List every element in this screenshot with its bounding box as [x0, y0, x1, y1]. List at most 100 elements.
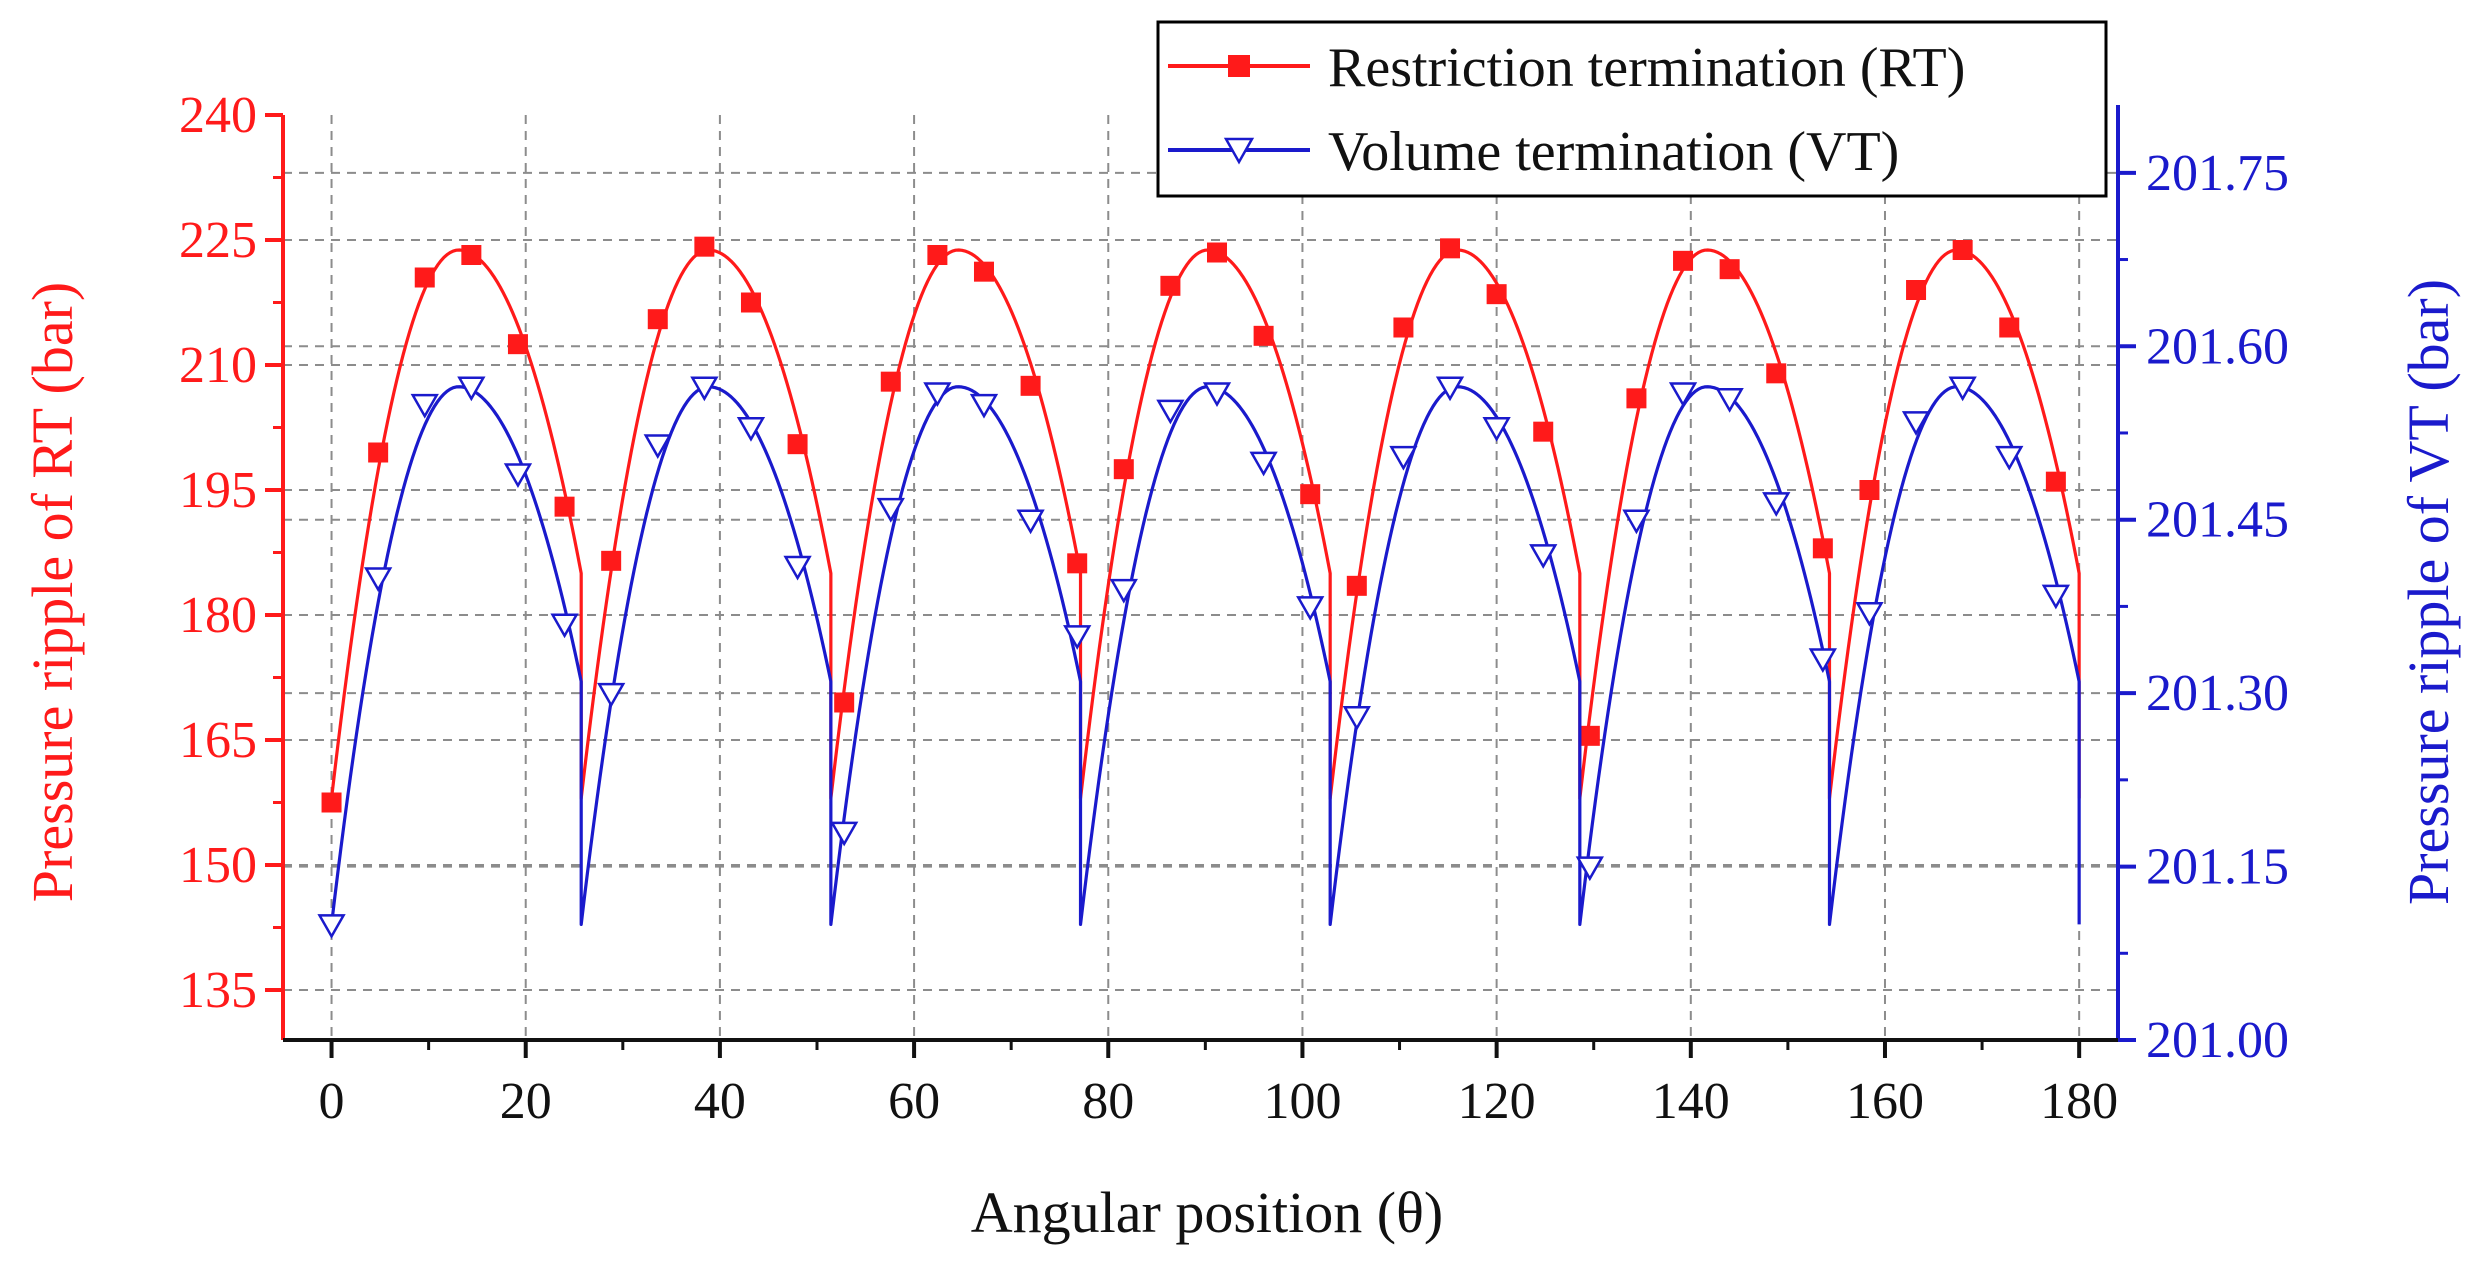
rt-marker: [1300, 484, 1321, 505]
left-tick-label: 240: [179, 87, 257, 144]
left-tick-label: 150: [179, 837, 257, 894]
left-tick-label: 225: [179, 212, 257, 269]
vt-marker: [1575, 856, 1604, 882]
rt-marker: [414, 267, 435, 288]
x-tick-label: 140: [1652, 1073, 1730, 1130]
left-tick-label: 180: [179, 587, 257, 644]
rt-marker: [927, 245, 948, 265]
vt-marker: [736, 416, 766, 442]
vt-marker: [1109, 578, 1138, 604]
right-tick-label: 201.75: [2146, 145, 2289, 202]
x-tick-label: 0: [319, 1073, 345, 1130]
vt-marker: [1622, 509, 1651, 535]
legend-rt-label: Restriction termination (RT): [1328, 37, 1965, 99]
vt-marker: [1715, 388, 1744, 413]
rt-marker: [1160, 275, 1181, 296]
left-axis-label: Pressure ripple of RT (bar): [20, 282, 85, 902]
series-layer: [317, 236, 2081, 939]
vt-marker: [2041, 584, 2071, 610]
rt-marker: [1999, 317, 2020, 338]
rt-marker: [647, 309, 668, 330]
rt-marker: [1486, 284, 1507, 305]
vt-marker: [830, 821, 859, 847]
rt-marker: [554, 496, 575, 517]
vt-marker: [876, 497, 905, 523]
x-tick-label: 120: [1458, 1073, 1536, 1130]
rt-marker: [1579, 725, 1600, 746]
right-tick-label: 201.60: [2146, 318, 2289, 375]
rt-marker: [368, 442, 389, 463]
vt-marker: [1435, 376, 1465, 402]
legend-rt-marker: [1228, 55, 1250, 77]
legend-box: [1156, 20, 2108, 198]
vt-marker: [410, 393, 439, 419]
left-tick-label: 165: [179, 712, 257, 769]
vt-marker: [1855, 601, 1884, 627]
rt-marker: [507, 334, 528, 355]
vt-marker: [643, 434, 672, 460]
vt-marker: [363, 567, 393, 593]
vt-marker: [457, 376, 486, 402]
rt-marker: [787, 434, 808, 455]
vt-marker: [1296, 596, 1325, 621]
vt-marker: [1202, 382, 1232, 408]
left-tick-label: 135: [179, 962, 257, 1019]
vt-marker: [1529, 544, 1558, 569]
rt-marker: [321, 792, 342, 813]
rt-marker: [1533, 421, 1554, 442]
rt-marker: [834, 692, 855, 713]
legend-vt-label: Volume termination (VT): [1328, 121, 1899, 183]
vt-marker: [1808, 648, 1838, 673]
vt-marker: [783, 555, 812, 581]
legend-vt-marker: [1223, 137, 1255, 165]
rt-marker: [1207, 242, 1228, 263]
vt-marker: [597, 682, 626, 708]
rt-marker: [1719, 259, 1740, 280]
rt-marker: [880, 371, 901, 392]
rt-marker: [1859, 480, 1880, 500]
right-tick-label: 201.00: [2146, 1012, 2289, 1069]
rt-marker: [694, 236, 715, 257]
rt-marker: [1346, 575, 1367, 596]
rt-marker: [1812, 538, 1833, 559]
vt-marker: [1389, 445, 1418, 471]
right-tick-label: 201.45: [2146, 492, 2289, 549]
rt-marker: [601, 550, 622, 571]
series-rt-line: [329, 248, 2081, 800]
rt-marker: [1253, 325, 1274, 346]
vt-marker: [1762, 492, 1791, 517]
vt-marker: [690, 376, 719, 402]
x-tick-label: 40: [694, 1073, 746, 1130]
rt-marker: [1766, 363, 1787, 384]
vt-marker: [1156, 399, 1185, 425]
vt-marker: [1063, 625, 1092, 650]
rt-marker: [461, 245, 482, 265]
vt-marker: [317, 914, 346, 939]
vt-marker: [969, 393, 999, 419]
x-tick-label: 100: [1263, 1073, 1341, 1130]
right-axis-label: Pressure ripple of VT (bar): [2396, 279, 2461, 905]
axes: 135 150 165 180 195 210 225 240 201.00 201.15 201.…: [179, 87, 2289, 1130]
x-tick-label: 20: [500, 1073, 552, 1130]
rt-marker: [2045, 471, 2066, 492]
right-tick-label: 201.15: [2146, 839, 2289, 896]
x-tick-label: 80: [1082, 1073, 1134, 1130]
rt-marker: [1020, 375, 1041, 396]
vt-marker: [1482, 416, 1511, 442]
rt-marker: [1067, 553, 1088, 574]
left-tick-label: 210: [179, 337, 257, 394]
rt-marker: [1626, 388, 1647, 409]
rt-marker: [1952, 240, 1973, 260]
rt-marker: [1113, 459, 1134, 480]
left-tick-label: 195: [179, 462, 257, 519]
x-axis-label: Angular position (θ): [971, 1180, 1443, 1245]
x-tick-label: 60: [888, 1073, 940, 1130]
rt-marker: [1673, 250, 1694, 271]
right-tick-label: 201.30: [2146, 665, 2289, 722]
vt-marker: [1249, 451, 1278, 477]
rt-marker: [1393, 317, 1414, 338]
vt-marker: [1901, 411, 1931, 436]
rt-marker: [740, 292, 761, 313]
rt-marker: [973, 261, 994, 282]
